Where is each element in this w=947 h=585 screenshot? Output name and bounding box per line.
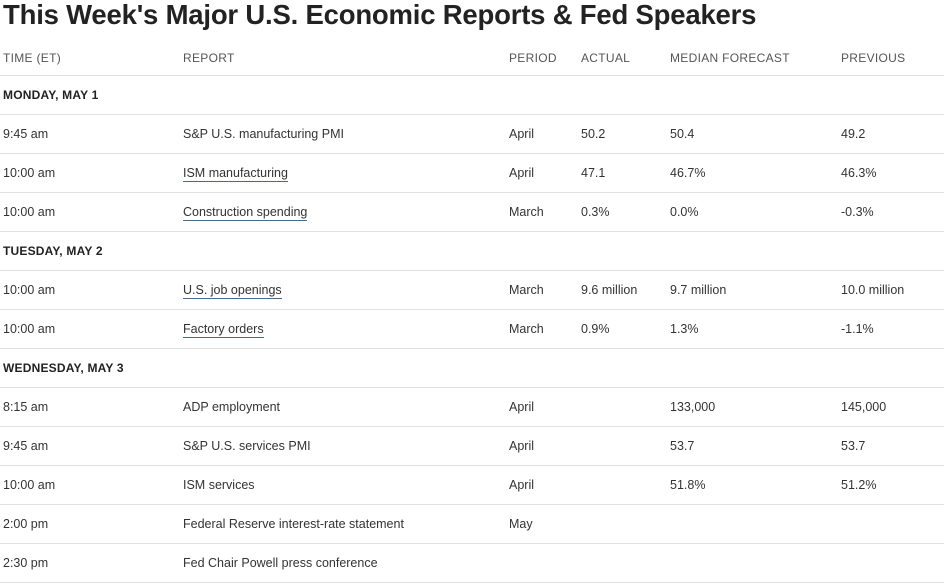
cell-period	[506, 543, 578, 583]
report-link[interactable]: U.S. job openings	[183, 283, 282, 299]
cell-previous: 145,000	[838, 387, 944, 427]
cell-actual: 47.1	[578, 153, 667, 193]
cell-report: S&P U.S. services PMI	[180, 426, 506, 466]
cell-report: ISM manufacturing	[180, 153, 506, 193]
day-label: MONDAY, MAY 1	[0, 75, 944, 115]
cell-actual	[578, 543, 667, 583]
table-row: 10:00 am ISM manufacturing April 47.1 46.7% 4…	[0, 153, 944, 193]
cell-median: 9.7 million	[667, 270, 838, 310]
cell-previous: -1.1%	[838, 309, 944, 349]
column-header-previous: PREVIOUS	[838, 41, 944, 76]
table-body: MONDAY, MAY 1 9:45 am S&P U.S. manufacturi…	[0, 75, 944, 583]
cell-period: April	[506, 426, 578, 466]
table-row: 10:00 am Construction spending March 0.3% 0.…	[0, 192, 944, 232]
cell-time: 8:15 am	[0, 387, 180, 427]
table-row: 8:15 am ADP employment April 133,000 145,000	[0, 387, 944, 427]
cell-period: March	[506, 309, 578, 349]
cell-report: U.S. job openings	[180, 270, 506, 310]
cell-period: April	[506, 387, 578, 427]
cell-previous	[838, 504, 944, 544]
cell-time: 10:00 am	[0, 270, 180, 310]
cell-median	[667, 543, 838, 583]
report-link[interactable]: ISM manufacturing	[183, 166, 288, 182]
cell-actual: 0.9%	[578, 309, 667, 349]
column-header-period: PERIOD	[506, 41, 578, 76]
cell-previous: -0.3%	[838, 192, 944, 232]
table-header-row: TIME (ET) REPORT PERIOD ACTUAL MEDIAN FO…	[0, 41, 944, 76]
cell-time: 10:00 am	[0, 465, 180, 505]
cell-report: ISM services	[180, 465, 506, 505]
cell-period: March	[506, 270, 578, 310]
day-header-row: TUESDAY, MAY 2	[0, 231, 944, 271]
table-row: 9:45 am S&P U.S. manufacturing PMI April 50…	[0, 114, 944, 154]
cell-actual: 50.2	[578, 114, 667, 154]
page-title: This Week's Major U.S. Economic Reports …	[3, 0, 757, 30]
cell-actual	[578, 387, 667, 427]
cell-median	[667, 504, 838, 544]
day-header-row: WEDNESDAY, MAY 3	[0, 348, 944, 388]
cell-median: 46.7%	[667, 153, 838, 193]
cell-previous: 49.2	[838, 114, 944, 154]
cell-previous	[838, 543, 944, 583]
cell-time: 10:00 am	[0, 309, 180, 349]
cell-report: Construction spending	[180, 192, 506, 232]
cell-median: 53.7	[667, 426, 838, 466]
cell-median: 51.8%	[667, 465, 838, 505]
cell-period: May	[506, 504, 578, 544]
cell-time: 9:45 am	[0, 114, 180, 154]
cell-actual	[578, 465, 667, 505]
cell-previous: 51.2%	[838, 465, 944, 505]
table-row: 10:00 am ISM services April 51.8% 51.2%	[0, 465, 944, 505]
cell-actual: 9.6 million	[578, 270, 667, 310]
economic-reports-table: TIME (ET) REPORT PERIOD ACTUAL MEDIAN FO…	[0, 41, 944, 583]
cell-period: April	[506, 153, 578, 193]
cell-previous: 46.3%	[838, 153, 944, 193]
cell-time: 9:45 am	[0, 426, 180, 466]
cell-report: Fed Chair Powell press conference	[180, 543, 506, 583]
cell-median: 50.4	[667, 114, 838, 154]
table-row: 2:00 pm Federal Reserve interest-rate sta…	[0, 504, 944, 544]
cell-time: 10:00 am	[0, 153, 180, 193]
cell-actual	[578, 504, 667, 544]
column-header-median-forecast: MEDIAN FORECAST	[667, 41, 838, 76]
cell-period: April	[506, 465, 578, 505]
cell-median: 133,000	[667, 387, 838, 427]
day-label: TUESDAY, MAY 2	[0, 231, 944, 271]
day-header-row: MONDAY, MAY 1	[0, 75, 944, 115]
cell-time: 2:00 pm	[0, 504, 180, 544]
cell-actual: 0.3%	[578, 192, 667, 232]
cell-median: 0.0%	[667, 192, 838, 232]
cell-median: 1.3%	[667, 309, 838, 349]
report-link[interactable]: Factory orders	[183, 322, 264, 338]
table-row: 9:45 am S&P U.S. services PMI April 53.7 53.…	[0, 426, 944, 466]
table-row: 10:00 am Factory orders March 0.9% 1.3% -1.1%	[0, 309, 944, 349]
cell-previous: 53.7	[838, 426, 944, 466]
cell-report: ADP employment	[180, 387, 506, 427]
day-label: WEDNESDAY, MAY 3	[0, 348, 944, 388]
cell-report: S&P U.S. manufacturing PMI	[180, 114, 506, 154]
cell-time: 2:30 pm	[0, 543, 180, 583]
cell-period: March	[506, 192, 578, 232]
table-row: 10:00 am U.S. job openings March 9.6 millio…	[0, 270, 944, 310]
cell-period: April	[506, 114, 578, 154]
column-header-report: REPORT	[180, 41, 506, 76]
column-header-actual: ACTUAL	[578, 41, 667, 76]
cell-actual	[578, 426, 667, 466]
column-header-time: TIME (ET)	[0, 41, 180, 76]
report-link[interactable]: Construction spending	[183, 205, 308, 221]
cell-time: 10:00 am	[0, 192, 180, 232]
table-row: 2:30 pm Fed Chair Powell press conference	[0, 543, 944, 583]
cell-previous: 10.0 million	[838, 270, 944, 310]
cell-report: Factory orders	[180, 309, 506, 349]
cell-report: Federal Reserve interest-rate statement	[180, 504, 506, 544]
